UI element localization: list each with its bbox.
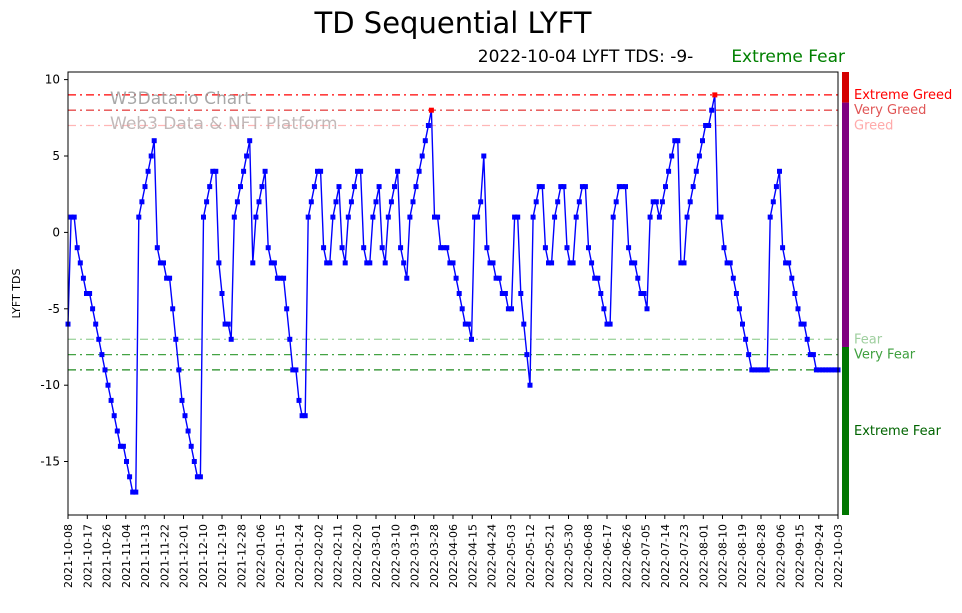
svg-text:2022-07-23: 2022-07-23	[678, 524, 691, 588]
svg-text:2022-04-24: 2022-04-24	[486, 524, 499, 588]
svg-text:Very Fear: Very Fear	[854, 348, 916, 363]
svg-text:2022-05-12: 2022-05-12	[524, 524, 537, 588]
svg-text:10: 10	[45, 73, 60, 87]
svg-text:2021-11-04: 2021-11-04	[120, 524, 133, 588]
sentiment-side-bar	[842, 72, 849, 515]
svg-text:-5: -5	[48, 302, 60, 316]
svg-text:2021-11-13: 2021-11-13	[139, 524, 152, 588]
svg-text:2022-03-19: 2022-03-19	[409, 524, 422, 588]
svg-text:2021-10-17: 2021-10-17	[81, 524, 94, 588]
svg-text:2022-08-10: 2022-08-10	[717, 524, 730, 588]
page-title: TD Sequential LYFT	[314, 6, 592, 40]
y-axis-ticks: 10 5 0 -5 -10 -15	[40, 73, 68, 469]
svg-text:2022-09-24: 2022-09-24	[813, 524, 826, 588]
svg-text:2022-03-10: 2022-03-10	[389, 524, 402, 588]
svg-text:5: 5	[52, 149, 60, 163]
svg-text:2022-04-15: 2022-04-15	[466, 524, 479, 588]
svg-text:-15: -15	[40, 455, 60, 469]
svg-text:Greed: Greed	[854, 119, 893, 134]
svg-text:2022-03-01: 2022-03-01	[370, 524, 383, 588]
svg-text:2021-11-22: 2021-11-22	[158, 524, 171, 588]
svg-text:2021-12-28: 2021-12-28	[235, 524, 248, 588]
svg-text:2022-02-02: 2022-02-02	[312, 524, 325, 588]
tds-series-line	[67, 94, 838, 493]
watermark-line1: W3Data.io Chart	[110, 89, 251, 109]
svg-text:2021-10-26: 2021-10-26	[101, 524, 114, 588]
svg-text:2022-02-11: 2022-02-11	[332, 524, 345, 588]
svg-text:2022-06-26: 2022-06-26	[620, 524, 633, 588]
svg-text:2022-08-28: 2022-08-28	[755, 524, 768, 588]
svg-text:2022-01-15: 2022-01-15	[274, 524, 287, 588]
svg-text:2022-01-06: 2022-01-06	[255, 524, 268, 588]
svg-text:Extreme Greed: Extreme Greed	[854, 88, 952, 103]
svg-text:2022-03-28: 2022-03-28	[428, 524, 441, 588]
svg-text:2021-12-10: 2021-12-10	[197, 524, 210, 588]
y-axis-label: LYFT TDS	[10, 269, 23, 319]
svg-text:2022-04-06: 2022-04-06	[447, 524, 460, 588]
svg-text:2022-08-01: 2022-08-01	[697, 524, 710, 588]
svg-text:2022-01-24: 2022-01-24	[293, 524, 306, 588]
svg-text:0: 0	[52, 225, 60, 239]
svg-text:Extreme Fear: Extreme Fear	[854, 424, 942, 439]
threshold-lines	[68, 94, 838, 371]
svg-text:2022-05-30: 2022-05-30	[563, 524, 576, 588]
svg-text:2022-06-08: 2022-06-08	[582, 524, 595, 588]
svg-text:-10: -10	[40, 378, 60, 392]
subtitle-sentiment-label: Extreme Fear	[731, 47, 845, 67]
svg-text:2021-12-19: 2021-12-19	[216, 524, 229, 588]
svg-text:2022-08-19: 2022-08-19	[736, 524, 749, 588]
svg-text:2021-12-01: 2021-12-01	[178, 524, 191, 588]
svg-text:Fear: Fear	[854, 332, 883, 347]
svg-text:2022-05-03: 2022-05-03	[505, 524, 518, 588]
svg-text:2022-10-03: 2022-10-03	[832, 524, 845, 588]
svg-text:2022-09-06: 2022-09-06	[774, 524, 787, 588]
tds-series-markers	[65, 92, 841, 495]
svg-text:Very Greed: Very Greed	[854, 103, 926, 118]
watermark-line2: Web3 Data & NFT Platform	[110, 114, 338, 134]
svg-text:2022-07-14: 2022-07-14	[659, 524, 672, 588]
plot-border	[67, 71, 839, 516]
svg-text:2022-02-20: 2022-02-20	[351, 524, 364, 588]
chart-subtitle: 2022-10-04 LYFT TDS: -9- Extreme Fear	[478, 47, 845, 67]
svg-text:2022-06-17: 2022-06-17	[601, 524, 614, 588]
svg-text:2022-05-21: 2022-05-21	[543, 524, 556, 588]
svg-text:2022-07-05: 2022-07-05	[640, 524, 653, 588]
svg-text:LYFT TDS: LYFT TDS	[10, 269, 23, 319]
subtitle-date-tds: 2022-10-04 LYFT TDS: -9-	[477, 47, 694, 67]
svg-text:2022-09-15: 2022-09-15	[794, 524, 807, 588]
x-axis-ticks: 2021-10-08 2021-10-17 2021-10-26 2021-11-04…	[62, 515, 845, 588]
svg-text:2021-10-08: 2021-10-08	[62, 524, 75, 588]
